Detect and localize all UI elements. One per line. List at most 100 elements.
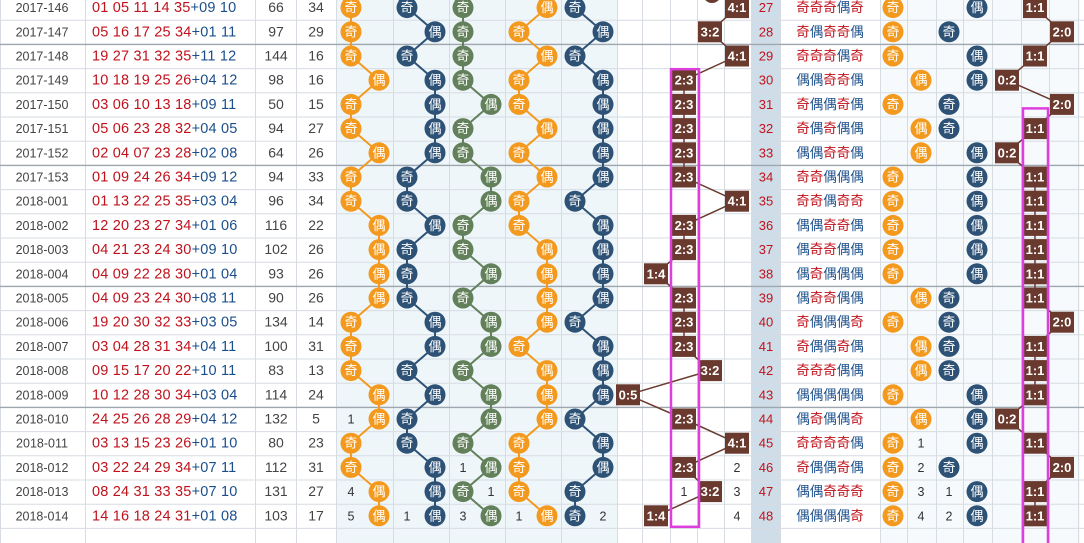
issue-number: 2017-149: [16, 74, 69, 88]
box-bg: [672, 166, 696, 188]
box-bg: [672, 214, 696, 236]
ball-circle: [966, 166, 988, 188]
ball-circle: [424, 505, 446, 527]
ball-label: 奇: [886, 49, 899, 64]
red-numbers: 24 25 26 28 29: [92, 412, 192, 428]
parity-ball: 偶: [480, 456, 502, 478]
pattern-char: 奇: [823, 290, 837, 306]
pattern-char: 奇: [850, 507, 864, 523]
parity-ball: 奇: [396, 0, 418, 19]
pattern-char: 奇: [810, 265, 824, 281]
pattern-char: 奇: [823, 241, 837, 257]
parity-ball: 偶: [368, 214, 390, 236]
omission-count: 3: [460, 509, 467, 523]
ball-label: 偶: [372, 291, 385, 306]
blue-numbers: +11 12: [192, 49, 237, 65]
box-label: 2:0: [1053, 315, 1072, 330]
ball-circle: [508, 69, 530, 91]
issue-number: 2017-153: [16, 171, 69, 185]
ball-circle: [910, 408, 932, 430]
pattern-char: 奇: [810, 241, 824, 257]
ball-circle: [368, 384, 390, 406]
ball-circle: [938, 21, 960, 43]
sum-value: 131: [264, 483, 288, 499]
ball-label: 奇: [512, 73, 525, 88]
pattern-char: 奇: [823, 23, 837, 39]
sum-value: 66: [268, 0, 284, 15]
ball-circle: [882, 239, 904, 261]
ball-label: 偶: [970, 218, 983, 233]
ball-circle: [452, 432, 474, 454]
drawn-numbers: 04 09 22 28 30+01 04: [92, 266, 238, 282]
parity-ball: 偶: [480, 384, 502, 406]
pattern-char: 偶: [850, 24, 864, 39]
ball-circle: [592, 166, 614, 188]
parity-ball: 奇: [508, 142, 530, 164]
parity-ball: 奇: [564, 190, 586, 212]
box-bg: [1023, 263, 1047, 285]
pattern-char: 偶: [810, 387, 824, 402]
ball-label: 奇: [456, 242, 469, 257]
ball-label: 偶: [914, 412, 927, 427]
box-bg: [672, 142, 696, 164]
ball-circle: [938, 335, 960, 357]
parity-ball: 奇: [396, 239, 418, 261]
span-value: 27: [308, 483, 324, 499]
red-numbers: 01 09 24 26 34: [92, 170, 192, 186]
parity-ball: 偶: [480, 335, 502, 357]
pattern-char: 奇: [837, 459, 851, 475]
pattern-char: 奇: [810, 435, 824, 451]
ball-label: 奇: [568, 484, 581, 499]
red-numbers: 05 16 17 25 34: [92, 24, 192, 40]
red-numbers: 05 06 23 28 32: [92, 121, 192, 137]
last-digit-ball: 奇: [938, 360, 960, 382]
ball-circle: [396, 166, 418, 188]
pair-box: 2:0: [1050, 311, 1074, 333]
sum-value: 98: [268, 72, 284, 88]
ball-label: 奇: [942, 24, 955, 39]
blue-numbers: +09 10: [190, 0, 236, 16]
parity-ball: 偶: [592, 93, 614, 115]
ball-circle: [910, 142, 932, 164]
ball-label: 奇: [512, 24, 525, 39]
ball-label: 奇: [456, 121, 469, 136]
ball-circle: [966, 214, 988, 236]
red-numbers: 14 16 18 24 31: [92, 508, 192, 524]
ball-label: 偶: [372, 242, 385, 257]
pattern-char: 偶: [810, 339, 824, 354]
ball-label: 偶: [914, 291, 927, 306]
box-bg: [1023, 214, 1047, 236]
pattern-char: 偶: [796, 145, 810, 160]
box-label: 4:1: [728, 436, 747, 451]
pattern-char: 奇: [796, 459, 810, 475]
ball-circle: [536, 505, 558, 527]
ball-circle: [340, 45, 362, 67]
numbers-area: [85, 0, 335, 543]
box-bg: [1050, 456, 1074, 478]
ball-circle: [396, 432, 418, 454]
ball-circle: [480, 190, 502, 212]
box-label: 1:1: [1026, 121, 1045, 136]
pattern-char: 偶: [810, 460, 824, 475]
ratio-box: 4:1: [725, 0, 749, 19]
pattern-char: 偶: [823, 170, 837, 185]
omission-count: 1: [918, 437, 925, 451]
ball-label: 偶: [484, 266, 497, 281]
ball-circle: [564, 45, 586, 67]
parity-ball: 奇: [340, 166, 362, 188]
box-label: 4:1: [728, 194, 747, 209]
parity-ball: 偶: [480, 166, 502, 188]
ball-label: 偶: [540, 291, 553, 306]
box-label: 2:3: [675, 242, 694, 257]
box-label: 2:3: [675, 218, 694, 233]
pattern-char: 奇: [837, 144, 851, 160]
ball-label: 偶: [428, 484, 441, 499]
parity-ball: 奇: [452, 287, 474, 309]
pattern-char: 奇: [850, 314, 864, 330]
ball-circle: [592, 263, 614, 285]
ball-circle: [592, 432, 614, 454]
drawn-numbers: 03 22 24 29 34+07 11: [92, 460, 236, 476]
span-value: 16: [308, 72, 324, 88]
last-digit-ball: 偶: [966, 239, 988, 261]
sum-value: 80: [268, 435, 284, 451]
